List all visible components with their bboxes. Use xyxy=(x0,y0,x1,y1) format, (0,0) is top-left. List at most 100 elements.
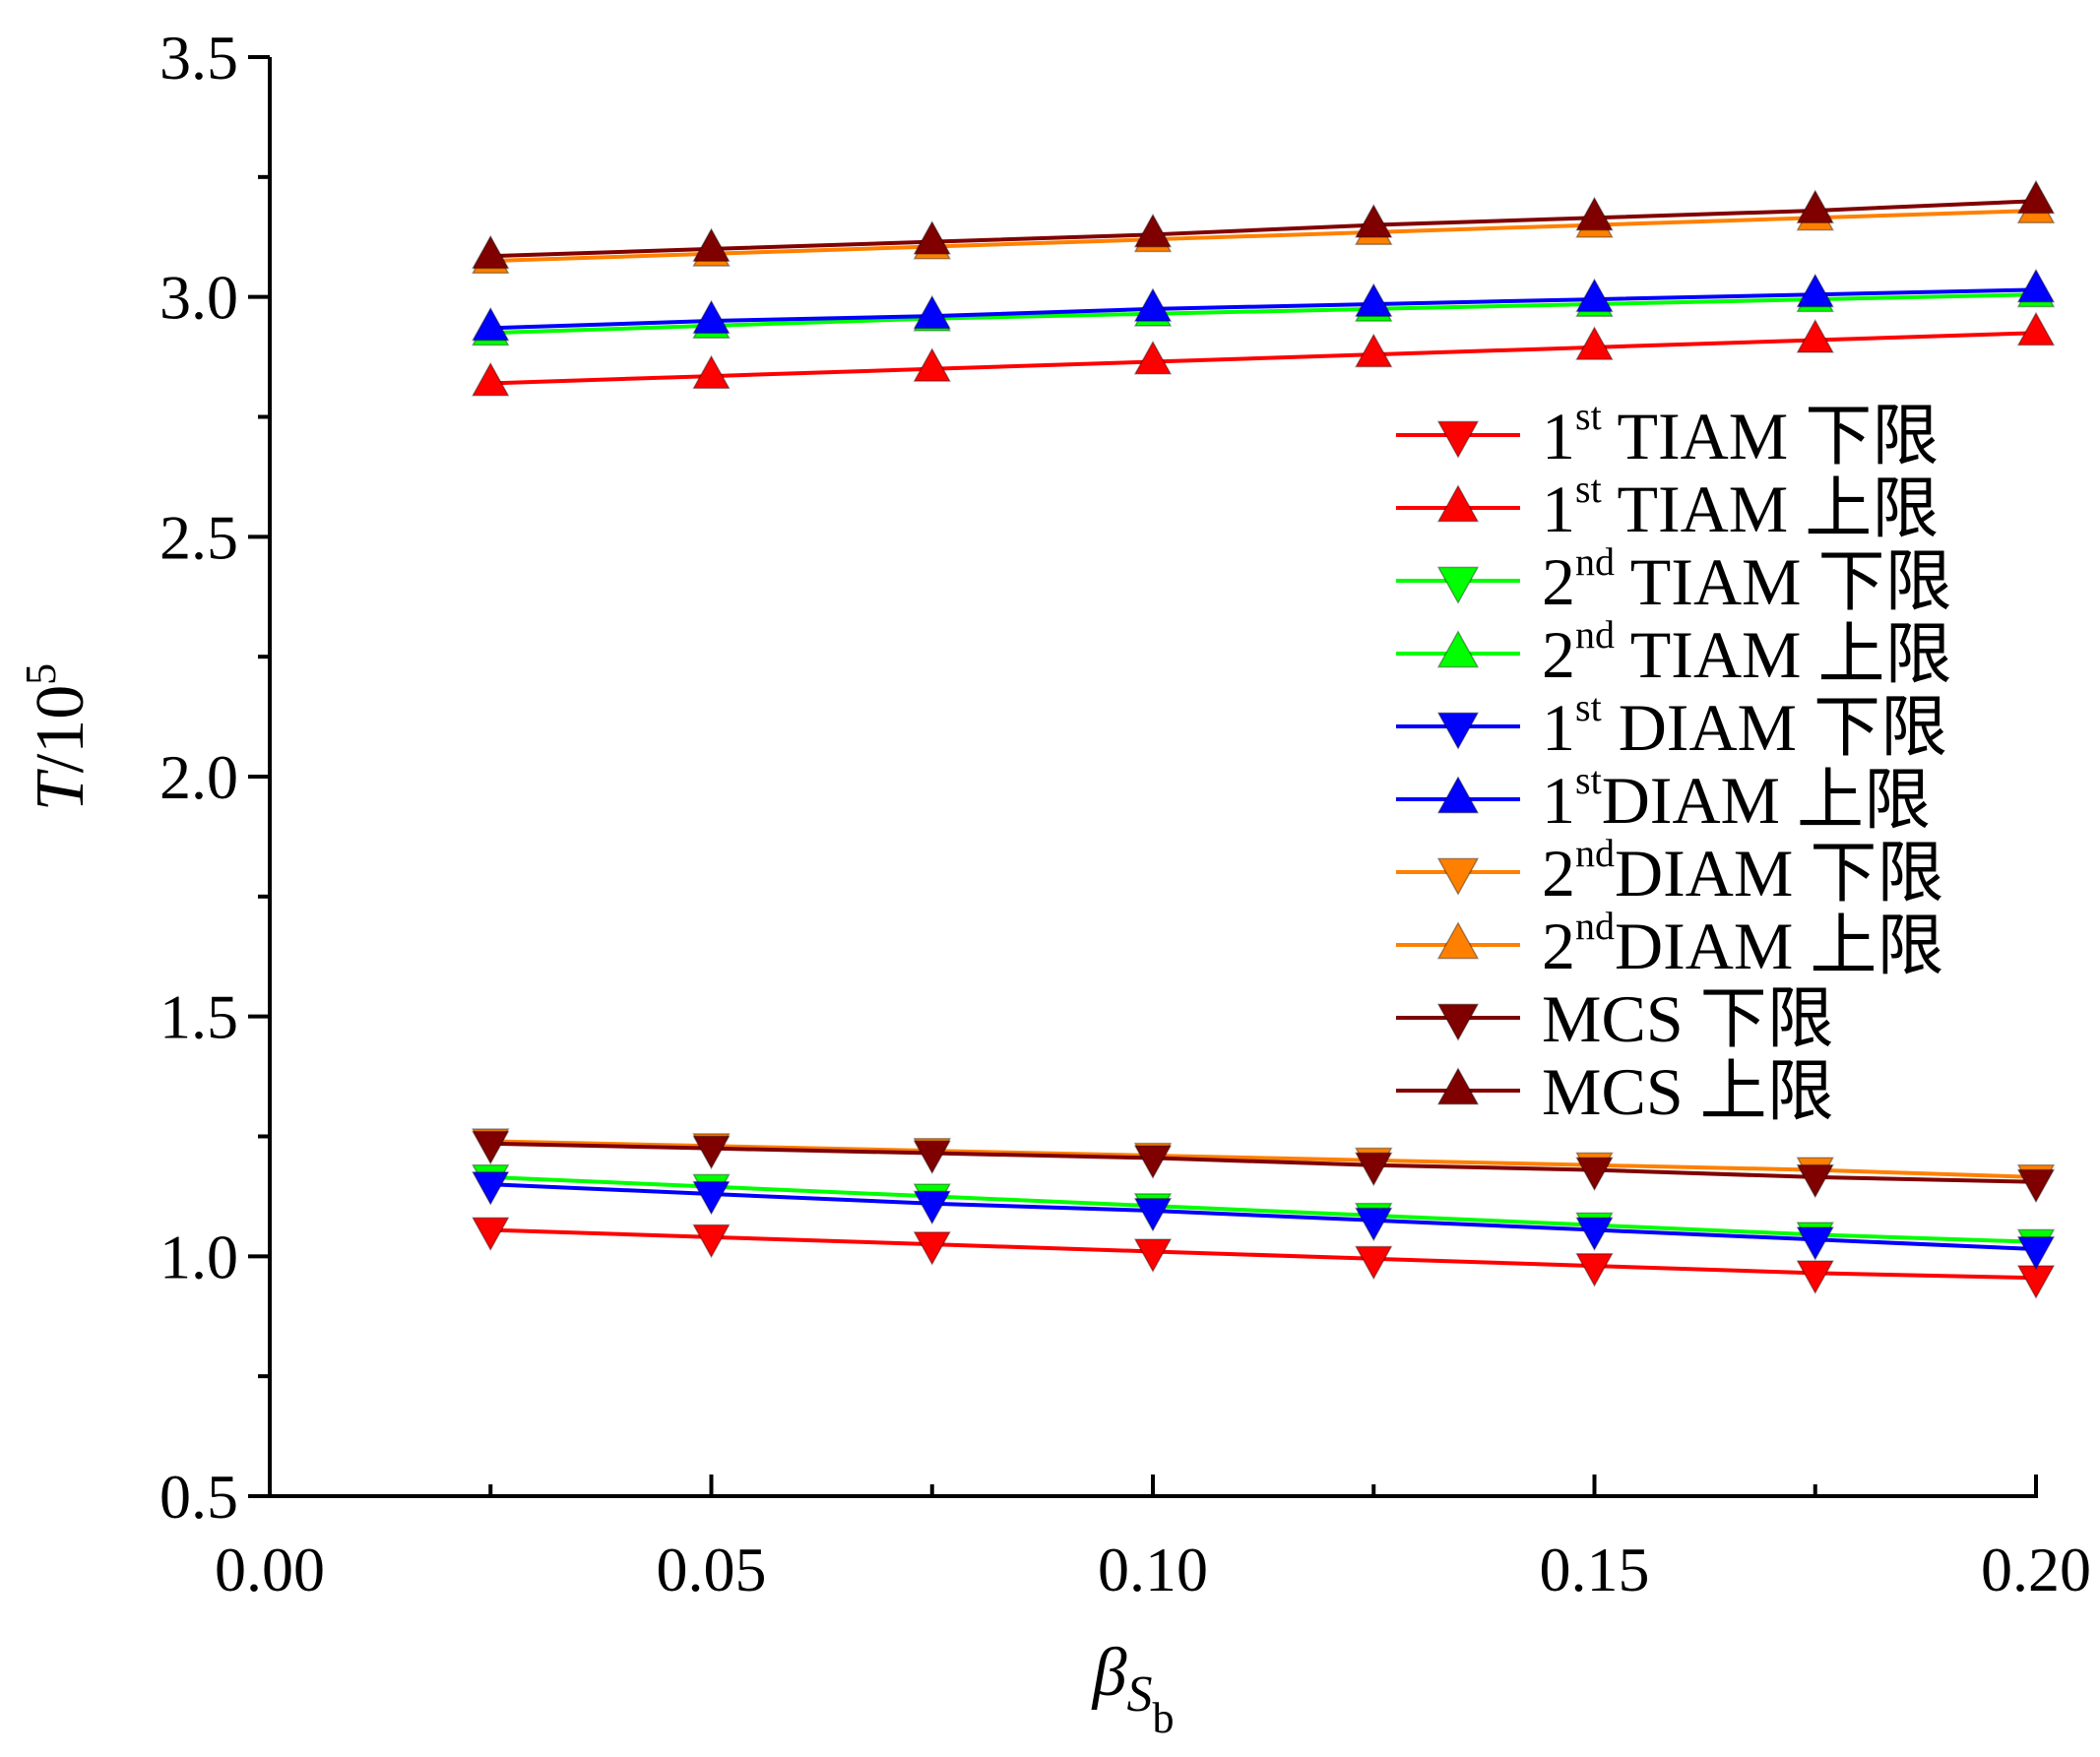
legend-label-sup: st xyxy=(1575,758,1602,802)
data-point xyxy=(1575,1217,1614,1252)
data-point xyxy=(1354,282,1393,318)
x-tick-label: 0.15 xyxy=(1540,1535,1650,1604)
x-tick-label: 0.20 xyxy=(1981,1535,2091,1604)
data-point xyxy=(1575,1253,1614,1287)
data-point xyxy=(1133,340,1173,375)
series-line xyxy=(490,1174,2037,1244)
data-point xyxy=(692,1180,731,1216)
data-point xyxy=(913,1140,952,1175)
legend-label: 1st TIAM 下限 xyxy=(1542,394,1939,473)
data-point xyxy=(913,220,952,255)
legend-marker xyxy=(1436,630,1480,668)
legend-label-text: TIAM 下限 xyxy=(1602,399,1940,473)
data-point xyxy=(692,227,731,262)
data-point xyxy=(913,347,952,382)
data-point xyxy=(1575,1157,1614,1192)
legend-item: 2ndDIAM 上限 xyxy=(1396,904,1943,983)
data-point xyxy=(1133,1238,1173,1274)
series-line xyxy=(490,287,2037,331)
y-tick-label: 1.5 xyxy=(159,982,238,1052)
data-point xyxy=(1354,333,1393,368)
legend-label-sup: nd xyxy=(1575,831,1615,875)
data-point xyxy=(1796,189,1835,224)
legend-label: 2nd TIAM 下限 xyxy=(1542,539,1952,619)
y-tick-label: 2.0 xyxy=(159,742,238,812)
legend-item: 1stDIAM 上限 xyxy=(1396,758,1931,838)
legend-label-pre: 2 xyxy=(1542,836,1575,910)
data-point xyxy=(1796,273,1835,308)
legend-marker xyxy=(1436,712,1480,750)
series-line xyxy=(490,208,2037,264)
series-line xyxy=(490,331,2037,386)
data-point xyxy=(692,1135,731,1170)
legend-label-text: MCS 下限 xyxy=(1542,981,1834,1056)
x-axis-sub: S xyxy=(1126,1666,1152,1723)
legend-label: 2ndDIAM 上限 xyxy=(1542,904,1943,983)
x-axis-title: βSb xyxy=(1091,1635,1175,1742)
data-point xyxy=(471,234,510,270)
legend-item: 2nd TIAM 下限 xyxy=(1396,539,1952,619)
legend-label-pre: 1 xyxy=(1542,471,1575,546)
legend-label-text: TIAM 上限 xyxy=(1615,617,1952,692)
legend-label-text: TIAM 上限 xyxy=(1602,471,1940,546)
data-point xyxy=(1354,203,1393,238)
x-tick-label: 0.10 xyxy=(1098,1535,1208,1604)
data-point xyxy=(2016,1235,2056,1271)
data-point xyxy=(1575,196,1614,231)
legend-marker xyxy=(1436,857,1480,896)
x-tick-label: 0.00 xyxy=(215,1535,325,1604)
data-point xyxy=(2016,1265,2056,1299)
legend-label-sup: st xyxy=(1575,394,1602,438)
data-point xyxy=(1354,1207,1393,1242)
axes: 0.5 1.0 1.5 2.0 2.5 3.0 3.5 0.00 0.05 0.10 0.15 0.2… xyxy=(17,23,2091,1742)
legend-label: 1stDIAM 上限 xyxy=(1542,758,1931,838)
legend-item: 1st TIAM 上限 xyxy=(1396,467,1939,546)
series-8 xyxy=(471,1130,2056,1204)
y-tick-label: 1.0 xyxy=(159,1222,238,1291)
data-point xyxy=(1796,1260,1835,1295)
x-tick-label: 0.05 xyxy=(657,1535,767,1604)
series-4 xyxy=(471,1171,2056,1271)
data-point xyxy=(913,1231,952,1266)
x-axis-symbol: β xyxy=(1091,1635,1127,1711)
legend-marker xyxy=(1436,776,1480,814)
legend-label-text: TIAM 下限 xyxy=(1615,544,1952,619)
legend-label-pre: 1 xyxy=(1542,690,1575,765)
data-point xyxy=(692,354,731,390)
data-point xyxy=(471,1130,510,1165)
legend-label: 1st DIAM 下限 xyxy=(1542,685,1947,765)
series-1 xyxy=(471,311,2056,397)
legend-label-text: DIAM 下限 xyxy=(1602,690,1947,765)
legend-marker xyxy=(1436,1067,1480,1105)
legend-label-text: DIAM 上限 xyxy=(1602,763,1931,838)
legend-item: 1st TIAM 下限 xyxy=(1396,394,1939,473)
legend-label-sup: st xyxy=(1575,467,1602,511)
data-point xyxy=(1575,326,1614,360)
legend-label-pre: 1 xyxy=(1542,763,1575,838)
legend-label: MCS 下限 xyxy=(1542,981,1834,1056)
data-point xyxy=(913,1190,952,1225)
series-line xyxy=(490,1141,2037,1184)
series-layer xyxy=(471,179,2056,1299)
legend-label-sup: nd xyxy=(1575,539,1615,584)
legend-label: MCS 上限 xyxy=(1542,1054,1834,1129)
data-point xyxy=(1133,213,1173,248)
series-line xyxy=(490,1182,2037,1252)
legend-marker xyxy=(1436,420,1480,459)
y-tick-label: 2.5 xyxy=(159,502,238,572)
data-point xyxy=(2016,311,2056,346)
series-line xyxy=(490,199,2037,259)
data-point xyxy=(692,299,731,335)
legend-label-text: DIAM 上限 xyxy=(1615,909,1943,983)
legend-label-pre: 1 xyxy=(1542,399,1575,473)
legend-label-sup: st xyxy=(1575,685,1602,729)
y-axis-rest: /10 xyxy=(23,685,98,773)
series-line xyxy=(490,292,2037,336)
legend-label-pre: 2 xyxy=(1542,909,1575,983)
legend-marker xyxy=(1436,566,1480,604)
legend-item: 2ndDIAM 下限 xyxy=(1396,831,1943,910)
data-point xyxy=(1575,278,1614,313)
legend-item: 1st DIAM 下限 xyxy=(1396,685,1947,765)
